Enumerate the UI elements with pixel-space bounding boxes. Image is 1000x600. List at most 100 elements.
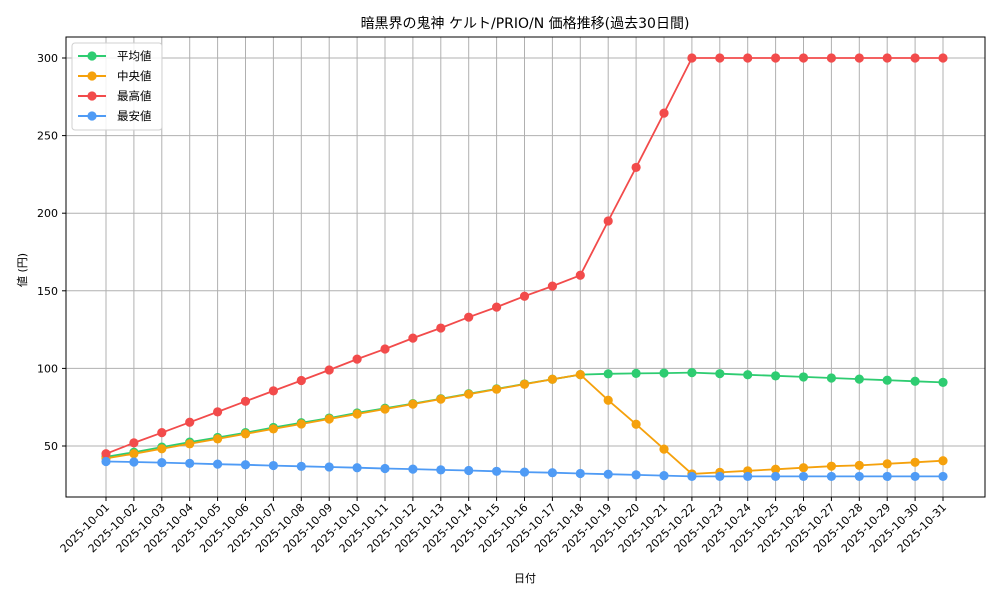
legend-marker-icon <box>87 91 97 101</box>
data-point <box>826 471 837 482</box>
data-point <box>603 369 613 379</box>
data-point <box>854 471 864 482</box>
data-point <box>380 463 390 474</box>
data-point <box>157 428 167 438</box>
data-point <box>157 458 167 468</box>
data-point <box>185 439 195 449</box>
data-point <box>798 463 809 473</box>
data-point <box>129 449 139 459</box>
y-tick-label: 300 <box>37 52 58 65</box>
data-point <box>519 379 530 389</box>
data-point <box>185 417 195 427</box>
data-point <box>296 419 306 429</box>
data-point <box>213 407 223 417</box>
series-line <box>101 456 948 482</box>
data-point <box>631 368 641 378</box>
data-point <box>798 372 809 382</box>
data-point <box>408 399 418 409</box>
data-point <box>296 375 306 386</box>
data-point <box>464 465 474 476</box>
data-point <box>436 465 446 475</box>
grid-lines <box>66 37 985 497</box>
data-point <box>324 365 334 375</box>
chart-title: 暗黒界の鬼神 ケルト/PRIO/N 価格推移(過去30日間) <box>361 16 690 32</box>
data-point <box>938 377 948 387</box>
data-point <box>575 270 585 280</box>
data-point <box>436 394 446 404</box>
data-point <box>324 462 334 472</box>
legend-label: 最高値 <box>117 89 152 103</box>
data-point <box>882 375 892 385</box>
legend-marker-icon <box>87 51 97 61</box>
y-tick-label: 250 <box>37 130 58 143</box>
data-point <box>631 470 641 480</box>
data-point <box>240 396 251 406</box>
data-point <box>826 53 837 63</box>
legend-label: 最安値 <box>117 109 152 123</box>
x-axis-ticks: 2025-10-012025-10-022025-10-032025-10-04… <box>58 497 949 555</box>
data-point <box>213 434 223 444</box>
data-point <box>854 53 864 63</box>
legend-label: 中央値 <box>117 69 152 83</box>
data-point <box>826 461 837 471</box>
data-point <box>436 323 446 333</box>
data-point <box>771 464 781 474</box>
data-point <box>659 108 669 118</box>
legend-marker-icon <box>87 111 97 121</box>
data-point <box>687 53 697 63</box>
data-point <box>603 395 613 405</box>
data-point <box>771 371 781 381</box>
data-point <box>157 444 167 454</box>
data-point <box>854 460 864 470</box>
data-point <box>910 376 920 386</box>
data-point <box>380 404 390 414</box>
data-point <box>771 53 781 63</box>
data-point <box>268 424 278 434</box>
data-point <box>771 471 781 482</box>
legend-label: 平均値 <box>117 49 152 63</box>
data-point <box>603 469 613 479</box>
data-point <box>324 414 334 424</box>
series-line <box>101 370 948 479</box>
data-point <box>631 419 641 429</box>
data-point <box>464 312 474 322</box>
data-point <box>687 471 697 482</box>
data-point <box>296 461 306 471</box>
data-point <box>631 162 641 173</box>
y-axis-label: 値 (円) <box>16 253 29 287</box>
y-tick-label: 200 <box>37 207 58 220</box>
data-point <box>743 53 753 63</box>
y-tick-label: 50 <box>44 440 58 453</box>
data-point <box>910 53 920 63</box>
data-point <box>492 302 502 312</box>
data-point <box>798 53 809 63</box>
data-point <box>910 471 920 482</box>
legend-marker-icon <box>87 71 97 81</box>
data-series <box>101 53 948 482</box>
data-point <box>352 354 362 364</box>
data-point <box>101 449 111 459</box>
data-point <box>240 460 251 470</box>
y-tick-label: 100 <box>37 362 58 375</box>
data-point <box>743 370 753 380</box>
data-point <box>882 459 892 469</box>
data-point <box>492 466 502 476</box>
data-point <box>129 438 139 448</box>
data-point <box>519 291 530 301</box>
data-point <box>408 333 418 343</box>
data-point <box>575 370 585 380</box>
legend-box <box>71 42 163 131</box>
data-point <box>519 467 530 477</box>
data-point <box>882 53 892 63</box>
data-point <box>743 471 753 482</box>
data-point <box>715 53 725 63</box>
data-point <box>938 456 948 466</box>
data-point <box>854 374 864 384</box>
data-point <box>798 471 809 482</box>
data-point <box>547 468 558 478</box>
plot-frame <box>65 36 986 498</box>
data-point <box>687 367 697 378</box>
data-point <box>547 281 558 291</box>
data-point <box>882 471 892 482</box>
